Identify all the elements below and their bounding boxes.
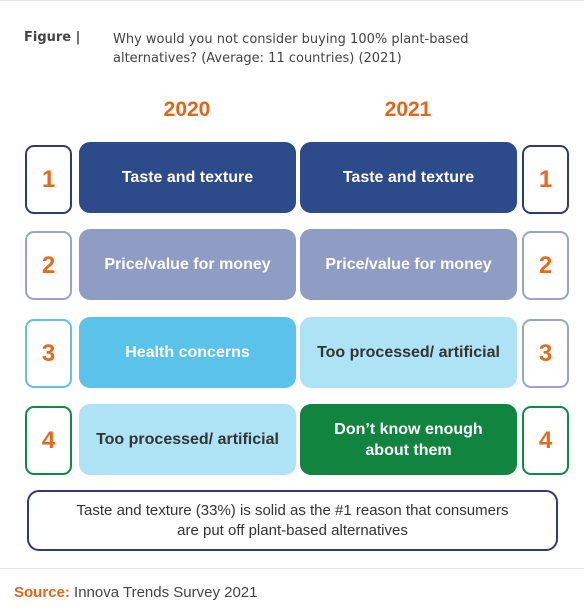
source-text: Innova Trends Survey 2021 (74, 584, 258, 601)
reason-2020-rank-4: Too processed/ artificial (79, 404, 296, 475)
rank-4-right: 4 (522, 406, 569, 475)
source-divider (0, 568, 584, 569)
rank-3-right: 3 (522, 319, 569, 388)
rank-3-left: 3 (25, 319, 72, 388)
rank-4-left: 4 (25, 406, 72, 475)
rank-2-left: 2 (25, 231, 72, 300)
figure-title: Why would you not consider buying 100% p… (113, 32, 469, 66)
summary-note: Taste and texture (33%) is solid as the … (27, 490, 558, 551)
rank-1-right: 1 (522, 145, 569, 214)
source-label: Source: (14, 584, 70, 601)
top-divider (0, 0, 584, 1)
reason-2021-rank-2: Price/value for money (300, 229, 517, 300)
figure-label: Figure | (24, 30, 81, 45)
reason-2021-rank-4: Don’t know enough about them (300, 404, 517, 475)
reason-2020-rank-2: Price/value for money (79, 229, 296, 300)
reason-2021-rank-3: Too processed/ artificial (300, 317, 517, 388)
reason-2021-rank-1: Taste and texture (300, 142, 517, 213)
reason-2020-rank-1: Taste and texture (79, 142, 296, 213)
year-2020-heading: 2020 (163, 98, 211, 121)
rank-2-right: 2 (522, 231, 569, 300)
source-line: Source: Innova Trends Survey 2021 (14, 584, 257, 601)
reason-2020-rank-3: Health concerns (79, 317, 296, 388)
year-2021-heading: 2021 (384, 98, 432, 121)
rank-1-left: 1 (25, 145, 72, 214)
